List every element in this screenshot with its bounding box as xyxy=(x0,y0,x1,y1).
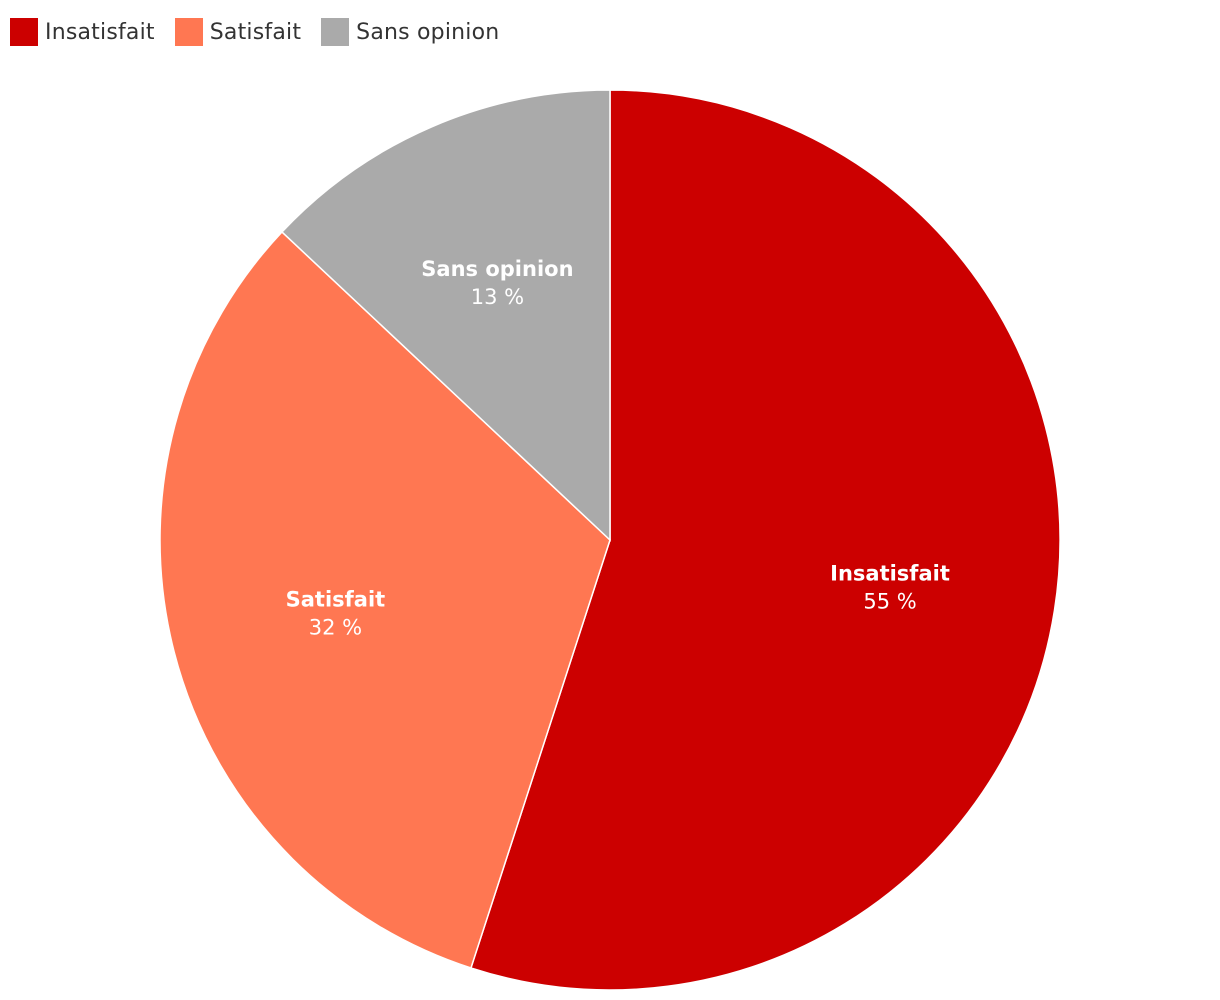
legend-item-insatisfait[interactable]: Insatisfait xyxy=(10,18,155,46)
slice-label-name-satisfait: Satisfait xyxy=(286,588,386,612)
legend-item-sans-opinion[interactable]: Sans opinion xyxy=(321,18,499,46)
legend-swatch-insatisfait xyxy=(10,18,38,46)
legend-label-satisfait: Satisfait xyxy=(209,19,302,45)
slice-label-name-insatisfait: Insatisfait xyxy=(830,561,950,585)
slice-label-value-insatisfait: 55 % xyxy=(863,589,916,613)
legend-label-insatisfait: Insatisfait xyxy=(45,19,155,45)
chart-legend: Insatisfait Satisfait Sans opinion xyxy=(10,16,519,48)
slice-label-value-sans-opinion: 13 % xyxy=(471,285,524,309)
pie-slice-satisfait[interactable] xyxy=(159,230,611,969)
pie-slice-labels: Insatisfait 55 % Satisfait 32 % Sans opinion… xyxy=(286,257,950,640)
legend-swatch-sans-opinion xyxy=(321,18,350,46)
pie-slices xyxy=(159,89,1061,991)
slice-label-name-sans-opinion: Sans opinion xyxy=(421,257,573,281)
legend-item-satisfait[interactable]: Satisfait xyxy=(174,18,302,46)
slice-label-value-satisfait: 32 % xyxy=(309,616,362,640)
legend-swatch-satisfait xyxy=(174,18,203,46)
legend-label-sans-opinion: Sans opinion xyxy=(356,19,500,45)
pie-slice-insatisfait[interactable] xyxy=(469,89,1061,991)
pie-slice-sans-opinion[interactable] xyxy=(280,89,611,542)
